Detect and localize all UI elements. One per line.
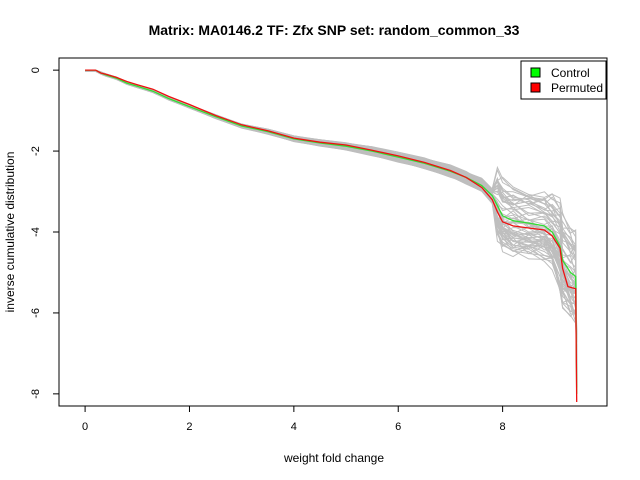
series-line-control [85,69,578,394]
series-line-permuted [85,69,578,403]
y-tick-label: -2 [30,146,42,156]
legend-box [520,60,607,100]
x-tick-label: 0 [82,421,88,433]
x-tick-label: 6 [395,421,401,433]
x-tick-label: 2 [186,421,192,433]
series-lines [85,69,578,403]
x-axis-label: weight fold change [283,451,384,465]
chart-title: Matrix: MA0146.2 TF: Zfx SNP set: random… [149,22,520,38]
y-axis-label: inverse cumulative distribution [3,152,17,313]
y-tick-label: 0 [30,67,42,73]
y-tick-label: -8 [30,389,42,399]
x-tick-label: 4 [291,421,297,433]
legend-label-control: Control [551,66,590,80]
y-tick-label: -6 [30,308,42,318]
x-tick-label: 8 [500,421,506,433]
x-axis: 0 2 4 6 8 [82,405,506,433]
legend-label-permuted: Permuted [551,81,603,95]
legend-swatch-control [530,67,541,78]
y-tick-label: -4 [30,227,42,237]
legend-swatch-permuted [530,82,541,93]
y-axis: 0 -2 -4 -6 -8 [30,67,60,399]
